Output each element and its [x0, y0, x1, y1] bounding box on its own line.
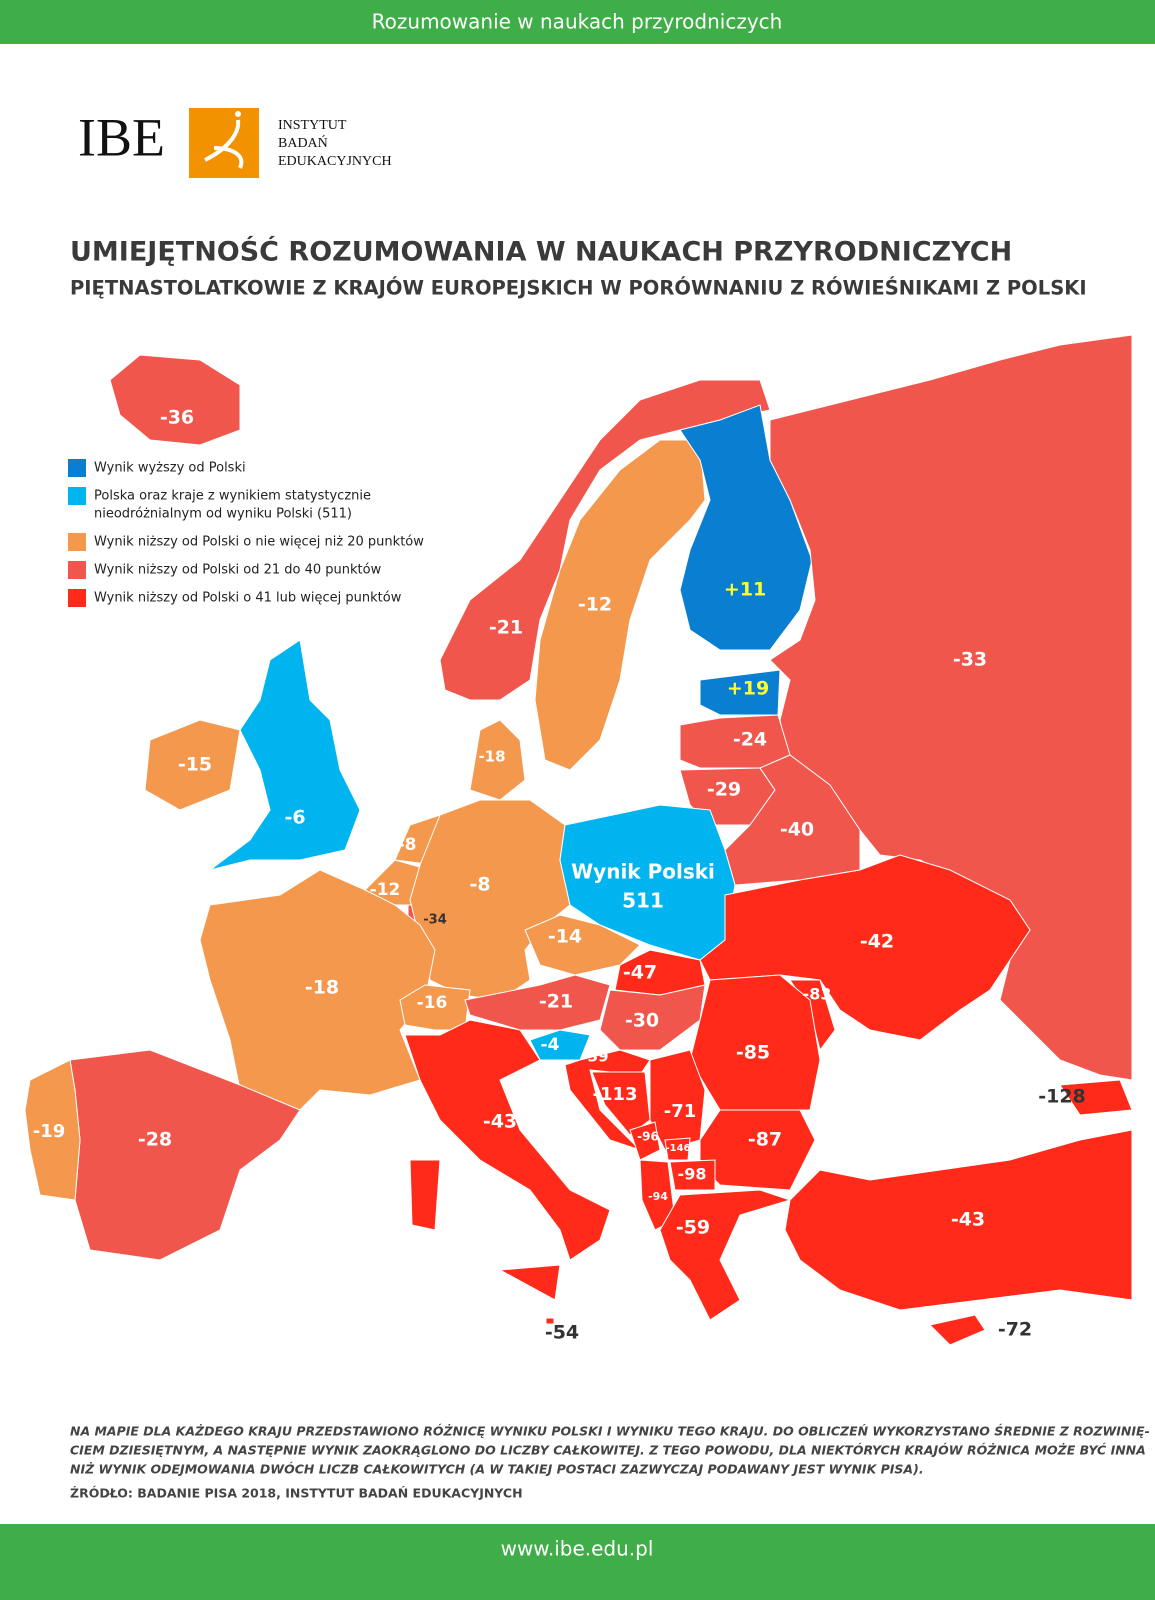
country-label: -94: [648, 1190, 668, 1203]
country: [404, 1019, 611, 1301]
logo-mark: [189, 108, 259, 178]
logo-dot: [235, 111, 241, 117]
country-label: -21: [489, 617, 523, 639]
country: [659, 1189, 792, 1321]
country: [669, 1159, 716, 1191]
country-label: -71: [664, 1101, 697, 1122]
country: [534, 439, 706, 771]
legend-swatch: [68, 561, 86, 579]
country-label: -42: [860, 931, 894, 953]
country-label: -43: [483, 1111, 517, 1133]
country: [599, 984, 706, 1051]
country-label: -14: [548, 926, 582, 948]
country-label: -29: [707, 779, 741, 801]
country: [699, 669, 781, 716]
country-label: -8: [469, 874, 490, 896]
sea: [835, 1010, 1080, 1170]
country-label: -16: [417, 993, 448, 1013]
top-bar: [0, 0, 1155, 44]
country-label: -34: [423, 913, 447, 928]
country-label: -128: [1038, 1086, 1086, 1108]
country-label: -43: [951, 1209, 985, 1231]
country: [545, 1317, 555, 1325]
country-label: -113: [592, 1084, 637, 1105]
country-label: -59: [676, 1217, 710, 1239]
country: [679, 404, 813, 651]
country: [209, 639, 361, 871]
logo-icon: [204, 119, 244, 169]
footer-text: www.ibe.edu.pl: [501, 1537, 654, 1561]
country-label: -8: [398, 835, 417, 855]
footnote: CIEM DZIESIĘTNYM, A NASTĘPNIE WYNIK ZAOK…: [70, 1443, 1146, 1458]
country-label: -19: [33, 1121, 66, 1142]
legend-label: Wynik niższy od Polski o nie więcej niż …: [94, 535, 424, 550]
country-label: -18: [478, 748, 505, 766]
country-label: -87: [748, 1129, 782, 1151]
country-label: -96: [637, 1130, 659, 1144]
legend-swatch: [68, 487, 86, 505]
legend-swatch: [68, 459, 86, 477]
country-label: Wynik Polski: [571, 860, 715, 884]
country: [144, 719, 241, 811]
country-label: -85: [736, 1042, 770, 1064]
country-label: -39: [581, 1048, 608, 1066]
logo-name: BADAŃ: [278, 134, 328, 151]
country: [929, 1314, 986, 1346]
country-label: -33: [953, 649, 987, 671]
footnote: NA MAPIE DLA KAŻDEGO KRAJU PRZEDSTAWIONO…: [70, 1424, 1150, 1439]
country-label: -72: [998, 1319, 1032, 1341]
country-label: -47: [623, 962, 657, 984]
country-label: -146: [665, 1143, 690, 1154]
country-label: -40: [780, 819, 814, 841]
country-label: -28: [138, 1129, 172, 1151]
legend-label: Polska oraz kraje z wynikiem statystyczn…: [94, 489, 371, 504]
country: [1059, 1079, 1133, 1116]
legend-label: Wynik wyższy od Polski: [94, 461, 246, 476]
legend: Wynik wyższy od Polski Polska oraz kraje …: [68, 459, 424, 607]
country-label: -36: [160, 407, 194, 429]
footnote: NIŻ WYNIK ODEJMOWANIA DWÓCH LICZB CAŁKOW…: [70, 1462, 924, 1477]
country-label: -98: [678, 1165, 707, 1184]
logo-name: INSTYTUT: [278, 118, 347, 133]
country-label: -54: [545, 1322, 579, 1344]
country: [524, 914, 641, 976]
country-label: +11: [724, 579, 766, 601]
country-label: -6: [284, 807, 305, 829]
legend-label: Wynik niższy od Polski o 41 lub więcej p…: [94, 591, 402, 606]
country-label: -24: [733, 729, 767, 751]
legend-label: nieodróżnialnym od wyniku Polski (511): [94, 507, 352, 522]
country-label: -4: [541, 1035, 560, 1055]
country: [664, 1137, 691, 1161]
country: [629, 1121, 661, 1161]
country-label: -12: [578, 594, 612, 616]
country: [199, 869, 436, 1111]
country-label: -15: [178, 754, 212, 776]
country-label: -30: [625, 1010, 659, 1032]
country: [564, 1049, 651, 1151]
source: ŹRÓDŁO: BADANIE PISA 2018, INSTYTUT BADA…: [70, 1486, 523, 1501]
legend-swatch: [68, 589, 86, 607]
map: -36 -21 -12 +11 +19 -33 -24 -29 -40 -15 -6 -18 -8 -12…: [24, 334, 1133, 1346]
country-label: -21: [539, 991, 573, 1013]
country: [464, 974, 611, 1031]
country: [784, 1129, 1133, 1311]
country-label: -83: [803, 985, 832, 1004]
logo-abbr: IBE: [78, 107, 165, 167]
country-label: +19: [727, 678, 769, 700]
country: [24, 1059, 81, 1201]
title: UMIEJĘTNOŚĆ ROZUMOWANIA W NAUKACH PRZYRO…: [70, 236, 1012, 268]
country: [109, 354, 241, 446]
country-label: -18: [305, 977, 339, 999]
legend-label: Wynik niższy od Polski od 21 do 40 punkt…: [94, 563, 382, 578]
top-bar-text: Rozumowanie w naukach przyrodniczych: [372, 10, 783, 34]
country-label: -12: [370, 880, 401, 900]
legend-swatch: [68, 533, 86, 551]
subtitle: PIĘTNASTOLATKOWIE Z KRAJÓW EUROPEJSKICH …: [70, 276, 1087, 300]
logo-name: EDUKACYJNYCH: [278, 154, 392, 169]
footer-bar: [0, 1524, 1155, 1600]
country-score: 511: [622, 889, 664, 913]
